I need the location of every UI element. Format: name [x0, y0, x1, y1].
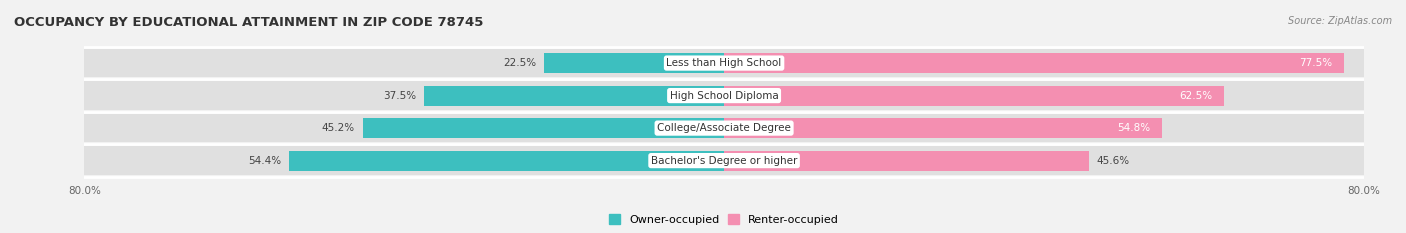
Text: College/Associate Degree: College/Associate Degree	[657, 123, 792, 133]
Text: 37.5%: 37.5%	[382, 91, 416, 101]
Bar	[84, 147, 1364, 175]
Bar	[84, 49, 1364, 77]
Legend: Owner-occupied, Renter-occupied: Owner-occupied, Renter-occupied	[605, 210, 844, 229]
Text: Source: ZipAtlas.com: Source: ZipAtlas.com	[1288, 16, 1392, 26]
Text: 22.5%: 22.5%	[503, 58, 536, 68]
Text: High School Diploma: High School Diploma	[669, 91, 779, 101]
Text: 45.2%: 45.2%	[322, 123, 354, 133]
Text: 54.8%: 54.8%	[1118, 123, 1150, 133]
Bar	[724, 151, 1088, 171]
Text: 62.5%: 62.5%	[1178, 91, 1212, 101]
Text: Less than High School: Less than High School	[666, 58, 782, 68]
Bar	[544, 53, 724, 73]
Bar	[363, 118, 724, 138]
Text: 77.5%: 77.5%	[1299, 58, 1331, 68]
Bar	[84, 82, 1364, 110]
Bar	[290, 151, 724, 171]
Bar	[724, 53, 1344, 73]
Text: OCCUPANCY BY EDUCATIONAL ATTAINMENT IN ZIP CODE 78745: OCCUPANCY BY EDUCATIONAL ATTAINMENT IN Z…	[14, 16, 484, 29]
Text: Bachelor's Degree or higher: Bachelor's Degree or higher	[651, 156, 797, 166]
Text: 54.4%: 54.4%	[247, 156, 281, 166]
Text: 45.6%: 45.6%	[1097, 156, 1130, 166]
Bar	[84, 114, 1364, 142]
Bar	[724, 118, 1163, 138]
Bar	[425, 86, 724, 106]
Bar	[724, 86, 1223, 106]
